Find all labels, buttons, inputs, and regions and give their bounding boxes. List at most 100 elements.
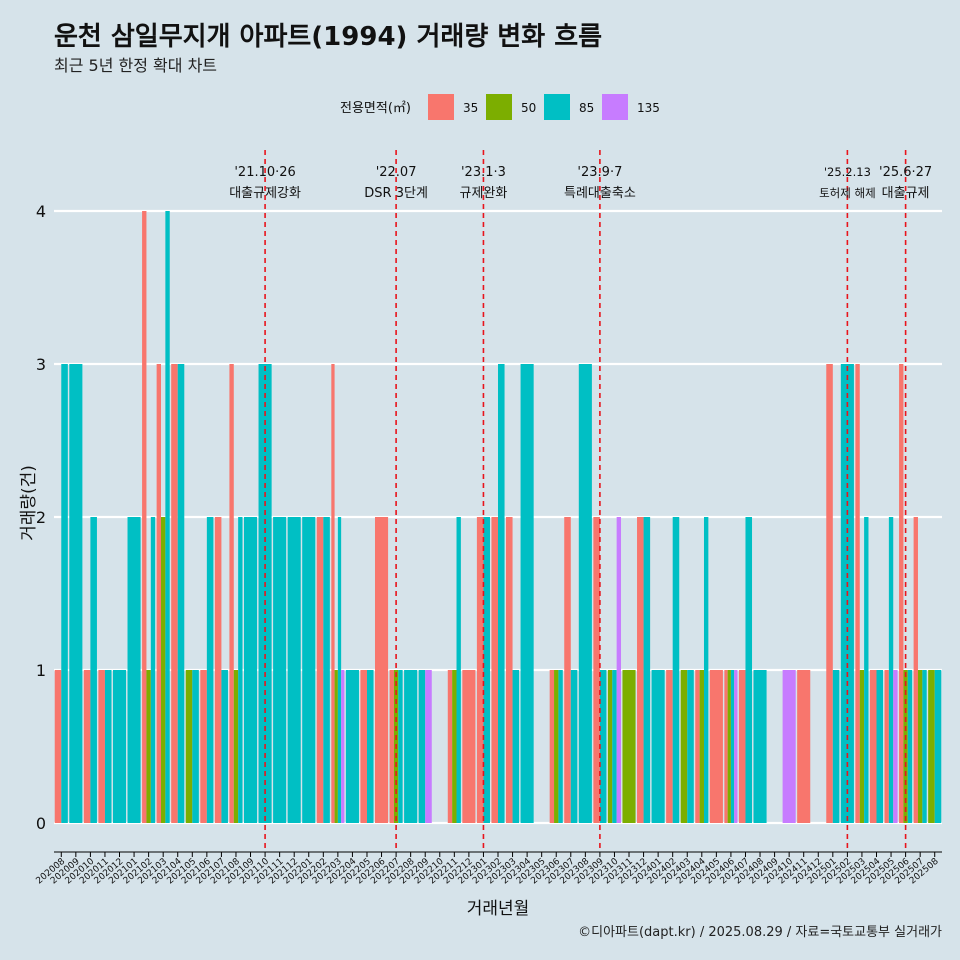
bar-202402-35 <box>666 670 673 823</box>
bar-202012-85 <box>112 670 127 823</box>
event-markers: '21.10·26 대출규제강화 '22.07 DSR 3단계 '23.1·3 규제완화 '… <box>229 150 932 852</box>
bar-202407-85 <box>745 517 753 823</box>
bar-202101-85 <box>127 517 141 823</box>
bar-202104-35 <box>171 364 178 823</box>
bar-202404-50 <box>699 670 704 823</box>
bar-202204-85 <box>345 670 359 823</box>
bar-202301-35 <box>476 517 484 823</box>
bar-202108-85 <box>238 517 243 823</box>
bar-202103-85 <box>165 211 170 823</box>
bar-202208-85 <box>404 670 418 823</box>
bar-202207-35 <box>389 670 394 823</box>
bar-202207-85 <box>398 670 403 823</box>
bar-202406-135 <box>734 670 738 823</box>
bar-202102-50 <box>146 670 151 823</box>
bar-202309-35 <box>593 517 600 823</box>
bar-202211-35 <box>447 670 453 823</box>
bar-202503-85 <box>864 517 869 823</box>
bar-202009-85 <box>69 364 83 823</box>
bar-202306-50 <box>554 670 559 823</box>
chart-subtitle: 최근 5년 한정 확대 차트 <box>54 56 218 75</box>
event-date-label: '21.10·26 <box>234 165 295 180</box>
bar-202107-35 <box>214 517 222 823</box>
event-date-label: '25.6·27 <box>879 165 932 180</box>
bar-202203-35 <box>331 364 335 823</box>
bar-202302-35 <box>491 517 498 823</box>
legend-key-135 <box>602 94 628 120</box>
bar-202008-35 <box>54 670 62 823</box>
bar-202010-85 <box>90 517 97 823</box>
bar-202401-85 <box>651 670 665 823</box>
bar-202301-85 <box>483 517 490 823</box>
bar-202505-85 <box>888 517 894 823</box>
bar-202408-85 <box>753 670 767 823</box>
bar-202309-85 <box>599 670 607 823</box>
event-desc-label: 토허제 해제 <box>819 186 876 200</box>
bar-202209-135 <box>425 670 432 823</box>
bar-202205-35 <box>360 670 367 823</box>
bar-202206-35 <box>374 517 389 823</box>
bar-202102-85 <box>150 517 156 823</box>
bar-202111-85 <box>273 517 287 823</box>
bar-202405-35 <box>709 670 723 823</box>
bar-202105-50 <box>185 670 193 823</box>
y-axis-label: 거래량(건) <box>19 465 39 541</box>
bar-202112-85 <box>287 517 301 823</box>
bar-202010-35 <box>83 670 91 823</box>
x-axis: 2020082020092020102020112020122021012021… <box>34 851 942 886</box>
bar-202106-35 <box>200 670 207 823</box>
bar-202306-85 <box>558 670 563 823</box>
bar-202402-85 <box>672 517 680 823</box>
bar-202302-85 <box>498 364 505 823</box>
bar-202311-50 <box>622 670 636 823</box>
bar-202410-135 <box>782 670 796 823</box>
bar-202011-85 <box>104 670 112 823</box>
bars <box>54 211 942 823</box>
bar-202108-35 <box>229 364 234 823</box>
event-desc-label: DSR 3단계 <box>364 186 428 201</box>
legend-label-50: 50 <box>521 101 536 115</box>
bar-202306-35 <box>549 670 555 823</box>
bar-202504-85 <box>876 670 884 823</box>
bar-202203-50 <box>334 670 338 823</box>
y-tick-label: 3 <box>36 355 46 374</box>
legend-key-35 <box>428 94 454 120</box>
bar-202503-35 <box>855 364 860 823</box>
bar-202411-35 <box>797 670 811 823</box>
bar-202202-35 <box>316 517 324 823</box>
legend-label-35: 35 <box>463 101 478 115</box>
bar-202507-50 <box>917 670 923 823</box>
bar-202310-50 <box>607 670 613 823</box>
bar-202508-85 <box>934 670 942 823</box>
bar-202310-135 <box>616 517 622 823</box>
bar-202310-85 <box>612 670 617 823</box>
chart-title: 운천 삼일무지개 아파트(1994) 거래량 변화 흐름 <box>54 22 603 52</box>
bar-202403-50 <box>680 670 688 823</box>
bar-202406-50 <box>727 670 731 823</box>
bar-202303-35 <box>506 517 513 823</box>
bar-202503-50 <box>859 670 865 823</box>
bar-202211-50 <box>452 670 457 823</box>
bar-202404-35 <box>695 670 700 823</box>
bar-202508-50 <box>928 670 935 823</box>
bar-202303-85 <box>512 670 520 823</box>
bar-202505-35 <box>884 670 889 823</box>
legend-label-85: 85 <box>579 101 594 115</box>
bar-202203-85 <box>337 517 342 823</box>
bar-202406-85 <box>730 670 735 823</box>
bar-202211-85 <box>456 517 461 823</box>
bar-202312-85 <box>643 517 651 823</box>
event-date-label: '25.2.13 <box>824 165 871 179</box>
y-tick-label: 0 <box>36 814 46 833</box>
bar-202103-35 <box>156 364 161 823</box>
y-axis: 0 1 2 3 4 <box>36 202 46 833</box>
bar-202407-35 <box>738 670 746 823</box>
bar-202403-85 <box>687 670 694 823</box>
y-tick-label: 1 <box>36 661 46 680</box>
bar-202506-85 <box>907 670 913 823</box>
bar-202312-35 <box>637 517 644 823</box>
bar-202404-85 <box>703 517 709 823</box>
bar-202505-135 <box>893 670 898 823</box>
event-date-label: '23.9·7 <box>577 165 622 180</box>
